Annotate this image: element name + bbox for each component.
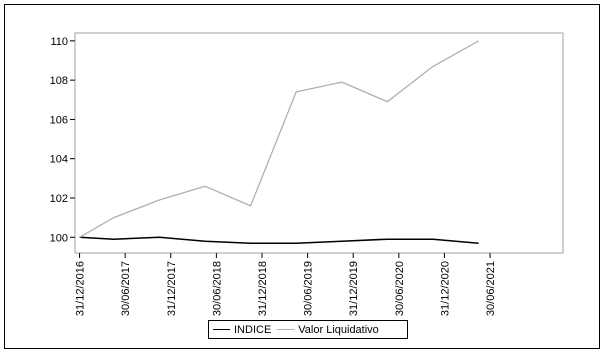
x-tick-label: 30/06/2019 <box>303 261 315 316</box>
x-tick-label: 30/06/2018 <box>211 261 223 316</box>
series-line-valor-liquidativo <box>79 40 479 238</box>
x-tick-label: 30/06/2021 <box>485 261 497 316</box>
legend-label-indice: INDICE <box>234 323 272 336</box>
y-axis: 100 102 104 106 108 110 <box>50 36 75 244</box>
y-tick-label: 100 <box>50 232 68 244</box>
x-tick-label: 30/06/2020 <box>394 261 406 316</box>
legend-item-indice: INDICE <box>213 324 271 336</box>
legend-label-valor-liquidativo: Valor Liquidativo <box>298 323 379 336</box>
y-tick-label: 106 <box>50 114 68 126</box>
series-lines <box>79 40 479 244</box>
legend-swatch-indice <box>213 329 230 330</box>
x-tick-label: 31/12/2016 <box>75 261 87 316</box>
y-tick-label: 102 <box>50 193 68 205</box>
legend-item-valor-liquidativo: Valor Liquidativo <box>277 324 379 336</box>
y-tick-label: 108 <box>50 75 68 87</box>
x-tick-label: 31/12/2019 <box>348 261 360 316</box>
x-tick-label: 31/12/2020 <box>439 261 451 316</box>
y-tick-label: 110 <box>50 36 68 48</box>
plot-area <box>74 32 564 254</box>
x-tick-label: 30/06/2017 <box>120 261 132 316</box>
x-tick-label: 31/12/2018 <box>257 261 269 316</box>
x-axis: 31/12/2016 30/06/2017 31/12/2017 30/06/2018… <box>75 253 497 316</box>
legend: INDICE Valor Liquidativo <box>208 320 408 339</box>
series-line-indice <box>79 236 479 244</box>
legend-swatch-valor-liquidativo <box>277 329 295 330</box>
x-tick-label: 31/12/2017 <box>166 261 178 316</box>
y-tick-label: 104 <box>50 154 68 166</box>
